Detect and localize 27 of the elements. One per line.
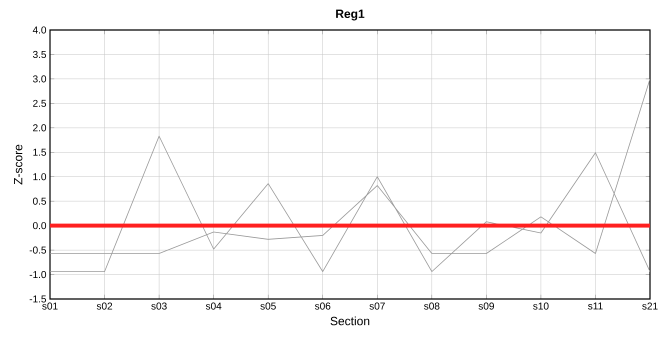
y-tick-label: 2.5	[33, 100, 46, 107]
y-tick-label: 1.5	[33, 148, 46, 156]
y-tick-label: 0.0	[32, 222, 46, 230]
y-axis-title: Z-score	[14, 144, 22, 184]
x-axis-title: Section	[330, 316, 370, 326]
y-tick-label: 3.5	[32, 50, 46, 58]
y-tick-label: -0.5	[30, 246, 46, 254]
x-tick-label: s10	[533, 302, 549, 310]
x-tick-label: s09	[478, 302, 494, 310]
x-tick-label: s05	[260, 302, 276, 310]
x-tick-label: s06	[314, 302, 330, 310]
y-tick-label: 3.0	[32, 75, 46, 82]
x-tick-label: s03	[151, 302, 167, 310]
x-tick-label: s04	[206, 302, 222, 310]
y-tick-label: 1.0	[33, 173, 46, 180]
x-tick-label: s08	[424, 302, 440, 310]
y-tick-label: -1.5	[30, 296, 46, 302]
y-tick-label: 2.0	[33, 124, 46, 132]
x-tick-label: s01	[42, 302, 58, 310]
x-tick-label: s02	[96, 302, 112, 310]
y-tick-label: 4.0	[32, 26, 46, 34]
x-tick-label: s07	[370, 302, 385, 310]
y-tick-label: -1.0	[30, 271, 46, 278]
y-tick-label: 0.5	[32, 198, 46, 205]
x-tick-label: s21	[642, 302, 658, 310]
chart-title: Reg1	[336, 10, 364, 20]
x-tick-label: s11	[588, 302, 603, 310]
